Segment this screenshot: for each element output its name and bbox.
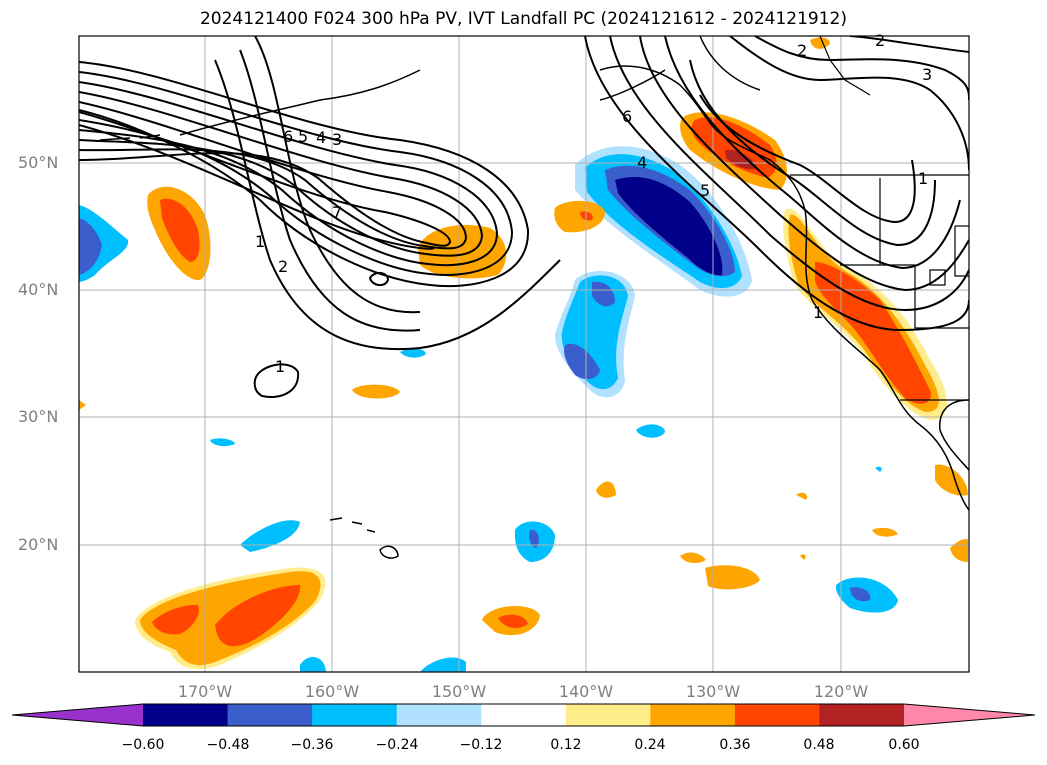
- colorbar-extend-min: [12, 704, 143, 726]
- positive-anomaly-tiny: [796, 492, 808, 500]
- positive-anomaly-bc-dark: [725, 149, 758, 170]
- contour-label: 2: [875, 31, 885, 50]
- contour-label: 4: [316, 128, 326, 147]
- lat-label: 40°N: [18, 280, 59, 299]
- lon-label: 170°W: [177, 682, 233, 701]
- colorbar-tick-label: 0.12: [550, 737, 582, 753]
- positive-anomaly-22n: [872, 527, 898, 537]
- negative-anomaly-west-mid: [79, 218, 102, 275]
- negative-anomaly-tiny: [875, 466, 882, 472]
- positive-anomaly-california-red: [815, 262, 931, 404]
- positive-anomaly-ne: [810, 37, 830, 49]
- positive-anomaly-sw-red2: [215, 585, 301, 647]
- lat-label: 20°N: [18, 535, 59, 554]
- negative-anomaly-small3: [400, 348, 426, 358]
- contour-label: 6: [283, 127, 293, 146]
- lon-label: 130°W: [685, 682, 741, 701]
- positive-anomaly-14n-red: [498, 614, 528, 628]
- lon-label: 160°W: [304, 682, 360, 701]
- negative-anomaly-small2: [636, 424, 665, 438]
- colorbar-extend-max: [904, 704, 1035, 726]
- positive-anomaly-sw-red1: [152, 604, 199, 635]
- positive-anomaly-west-edge: [79, 400, 86, 410]
- negative-anomaly-dark: [615, 176, 723, 276]
- map-title: 2024121400 F024 300 hPa PV, IVT Landfall…: [199, 9, 847, 29]
- colorbar-tick-label: 0.24: [634, 737, 666, 753]
- contour-label: 6: [622, 107, 632, 126]
- positive-anomaly-edge: [950, 538, 968, 562]
- map-frame: [78, 35, 970, 673]
- positive-anomaly-32n: [352, 384, 400, 399]
- contour-label: 5: [298, 127, 308, 146]
- lon-label: 120°W: [813, 682, 869, 701]
- lat-label: 50°N: [18, 153, 59, 172]
- negative-anomaly-hawaii-mid: [529, 529, 539, 548]
- contour-label: 1: [275, 357, 285, 376]
- contour-label-group: 1 2 3 4 5 6 7 2 2 3 1 4 5 6 1 1: [255, 31, 932, 376]
- negative-anomaly-se-mid: [850, 587, 871, 602]
- coastlines: [99, 36, 969, 559]
- colorbar-outline: [11, 703, 1036, 727]
- colorbar-segment: [312, 704, 398, 726]
- lon-label: 140°W: [558, 682, 614, 701]
- colorbar-tick-label: −0.12: [459, 737, 503, 753]
- contour-label: 1: [813, 303, 823, 322]
- colorbar-tick-label: 0.60: [888, 737, 920, 753]
- contour-label: 1: [918, 169, 928, 188]
- lat-label: 30°N: [18, 407, 59, 426]
- contour-label: 3: [922, 65, 932, 84]
- lon-label: 150°W: [431, 682, 487, 701]
- colorbar-segment: [650, 704, 736, 726]
- colorbar-segment: [481, 704, 567, 726]
- colorbar-segment: [396, 704, 482, 726]
- negative-anomaly-south-mid2: [592, 281, 615, 307]
- positive-anomaly-small1: [554, 200, 605, 233]
- contour-label: 7: [332, 203, 342, 222]
- contour-label: 3: [332, 130, 342, 149]
- contour-label: 4: [637, 153, 647, 172]
- positive-anomaly-18n: [705, 565, 760, 590]
- contour-label: 1: [255, 232, 265, 251]
- negative-anomaly-small4: [210, 438, 235, 447]
- colorbar-tick-label: −0.36: [290, 737, 334, 753]
- colorbar-segment: [819, 704, 905, 726]
- colorbar-segment: [565, 704, 651, 726]
- negative-anomaly-small5: [240, 520, 300, 552]
- contour-label: 2: [278, 257, 288, 276]
- negative-anomaly-south-edge1: [300, 656, 326, 672]
- positive-anomaly-central: [418, 224, 507, 279]
- colorbar-tick-label: 0.48: [803, 737, 835, 753]
- contour-label: 5: [700, 181, 710, 200]
- colorbar-tick-label: 0.36: [719, 737, 751, 753]
- shaded-pc-field: [79, 37, 968, 672]
- colorbar-tick-label: −0.48: [206, 737, 250, 753]
- positive-anomaly-24n: [596, 481, 616, 498]
- graticule: [79, 36, 969, 672]
- colorbar-segment: [143, 704, 229, 726]
- colorbar-tick-label: −0.60: [121, 737, 165, 753]
- borders: [790, 36, 969, 401]
- colorbar: [12, 704, 1035, 726]
- positive-anomaly-baja: [935, 464, 968, 496]
- colorbar-segment: [227, 704, 313, 726]
- positive-anomaly-tiny2: [800, 554, 806, 560]
- negative-anomaly-south-edge2: [420, 657, 466, 672]
- colorbar-segment: [734, 704, 820, 726]
- positive-anomaly-19n: [680, 552, 706, 564]
- negative-anomaly-south-mid: [564, 343, 600, 380]
- positive-anomaly-west-red: [160, 198, 200, 262]
- contour-label: 2: [797, 41, 807, 60]
- colorbar-tick-label: −0.24: [375, 737, 419, 753]
- pv-contours: [79, 36, 969, 398]
